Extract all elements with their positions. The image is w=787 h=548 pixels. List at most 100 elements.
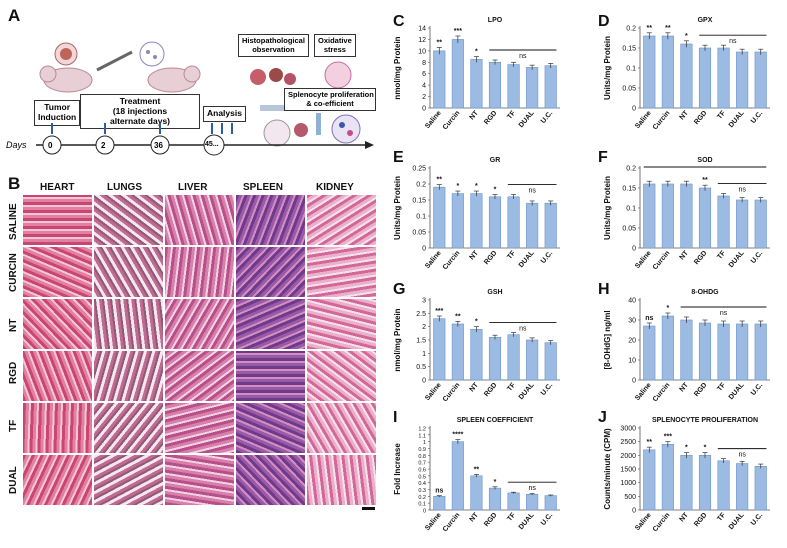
col-kidney: KIDNEY	[316, 182, 354, 193]
chart-i-tick-label: 0.9	[418, 447, 426, 453]
chart-h-bar	[717, 323, 730, 381]
tissue-kidney-rgd	[306, 350, 377, 402]
chart-g-category-label: U.C.	[540, 382, 554, 397]
chart-i-tick-label: 0.1	[418, 502, 426, 508]
chart-j-ylabel: Counts/minute (CPM)	[603, 428, 612, 510]
chart-i-title: SPLEEN COEFFICIENT	[457, 417, 534, 424]
tissue-spleen-nt	[235, 298, 306, 350]
chart-j-category-label: Saline	[634, 512, 653, 532]
chart-h-ns-label: ns	[720, 310, 728, 317]
chart-c-bar	[451, 39, 464, 109]
chart-g-bar	[451, 323, 464, 381]
chart-c-ns-label: ns	[519, 53, 527, 60]
chart-j-bar	[717, 460, 730, 511]
chart-g-category-label: Saline	[424, 382, 443, 402]
chart-i-bar	[507, 492, 520, 511]
chart-i-significance: ns	[435, 488, 443, 495]
chart-i-tick-label: 1.2	[418, 427, 426, 433]
panel-d-letter: D	[598, 13, 610, 30]
tissue-heart-rgd	[22, 350, 93, 402]
chart-g-significance: *	[475, 319, 478, 326]
chart-e-tick-label: 0.1	[416, 214, 426, 221]
panel-i-letter: I	[393, 409, 397, 426]
chart-e-category-label: TF	[506, 249, 517, 261]
treatment-box: Treatment (18 injections alternate days)	[80, 94, 200, 130]
chart-i-tick-label: 0.8	[418, 454, 426, 460]
col-spleen: SPLEEN	[243, 182, 284, 193]
chart-e-tick-label: 0.2	[416, 182, 426, 189]
chart-g-ylabel: nmol/mg Protein	[393, 308, 402, 371]
chart-d-category-label: DUAL	[728, 109, 746, 129]
chart-e-bar	[507, 196, 520, 249]
chart-i-category-label: U.C.	[540, 512, 554, 527]
col-lungs: LUNGS	[107, 182, 142, 193]
chart-d-ns-label: ns	[729, 38, 737, 45]
chart-d-significance: *	[685, 33, 688, 40]
chart-c-category-label: U.C.	[540, 110, 554, 125]
chart-f-tick-label: 0.15	[622, 186, 636, 193]
chart-e-category-label: RGD	[483, 250, 498, 266]
chart-d-category-label: Saline	[634, 110, 653, 130]
chart-f-bar	[680, 183, 693, 249]
chart-d-title: GPX	[698, 17, 713, 24]
chart-j-category-label: Curcin	[652, 512, 672, 533]
chart-i-bar	[470, 475, 483, 511]
chart-j-tick-label: 2500	[620, 439, 636, 446]
day-36: 36	[154, 141, 163, 150]
chart-c-bar	[526, 67, 539, 109]
chart-g-tick-label: 1	[422, 351, 426, 358]
chart-j-tick-label: 500	[624, 494, 636, 501]
chart-d-significance: **	[647, 25, 653, 32]
chart-c-bar	[488, 61, 502, 109]
tissue-liver-nt	[164, 298, 235, 350]
tissue-liver-tf	[164, 402, 235, 454]
chart-i-tick-label: 0.6	[418, 468, 426, 474]
tissue-lungs-rgd	[93, 350, 164, 402]
tissue-heart-tf	[22, 402, 93, 454]
chart-g-bar	[433, 318, 446, 381]
tissue-kidney-dual	[306, 454, 377, 506]
chart-h-category-label: DUAL	[728, 381, 746, 401]
chart-d-tick-label: 0.15	[622, 46, 636, 53]
analysis-box: Analysis	[203, 106, 246, 122]
chart-h-tick-label: 0	[632, 378, 636, 385]
chart-f-category-label: DUAL	[728, 249, 746, 269]
chart-g-tick-label: 2.5	[416, 311, 426, 318]
chart-e-significance: *	[475, 183, 478, 190]
chart-f-title: SOD	[697, 157, 712, 164]
col-liver: LIVER	[178, 182, 208, 193]
chart-d-category-label: RGD	[693, 110, 708, 126]
chart-f-ns-label: ns	[738, 187, 746, 194]
chart-d-tick-label: 0.1	[626, 66, 636, 73]
chart-i-category-label: Saline	[424, 512, 443, 532]
chart-i-ylabel: Fold Increase	[393, 443, 402, 495]
chart-c-tick-label: 0	[422, 106, 426, 113]
chart-g-title: GSH	[487, 289, 502, 296]
chart-e-category-label: Curcin	[442, 250, 462, 271]
chart-f-bar	[643, 183, 656, 249]
chart-d-ylabel: Units/mg Protein	[603, 36, 612, 100]
chart-i-tick-label: 0.3	[418, 488, 426, 494]
chart-e-tick-label: 0.25	[412, 166, 426, 173]
chart-j-tick-label: 1000	[620, 480, 636, 487]
chart-c-significance: ***	[454, 28, 462, 35]
chart-d-tick-label: 0	[632, 106, 636, 113]
day-axis	[36, 123, 374, 156]
chart-c-bar	[507, 64, 520, 109]
chart-d-bar	[643, 35, 656, 109]
chart-c-tick-label: 14	[418, 26, 426, 33]
chart-i-category-label: DUAL	[518, 511, 536, 531]
chart-e-tick-label: 0.05	[412, 230, 426, 237]
chart-i-significance: *	[494, 479, 497, 486]
chart-h-tick-label: 20	[628, 338, 636, 345]
chart-c-tick-label: 6	[422, 71, 426, 78]
chart-f-category-label: Saline	[634, 250, 653, 270]
chart-i-tick-label: 0.5	[418, 474, 426, 480]
splenocyte-box: Splenocyte proliferation & co-efficient	[284, 88, 376, 112]
chart-h-tick-label: 10	[628, 358, 636, 365]
panel-e-letter: E	[393, 149, 404, 166]
panel-a-letter: A	[8, 6, 21, 25]
tissue-lungs-tf	[93, 402, 164, 454]
chart-j-category-label: TF	[716, 511, 727, 523]
chart-e-bar	[451, 193, 464, 249]
